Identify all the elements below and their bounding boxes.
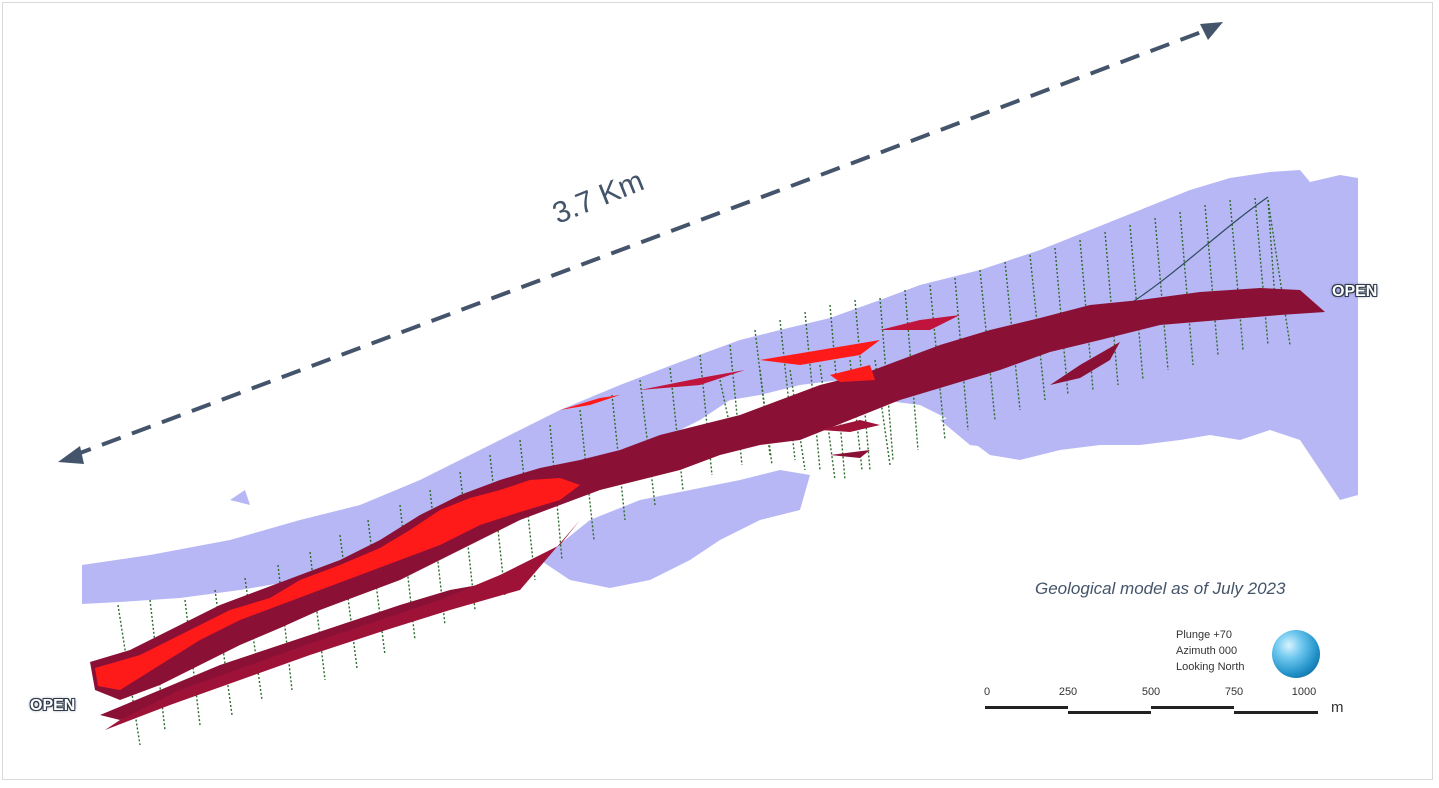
plunge-text: Plunge +70 [1176, 629, 1232, 641]
looking-text: Looking North [1176, 661, 1245, 673]
distance-line [71, 26, 1213, 458]
azimuth-text: Azimuth 000 [1176, 645, 1238, 657]
scale-tick-label: 500 [1141, 686, 1161, 698]
scale-segment [985, 706, 1068, 709]
ore-body [90, 288, 1325, 730]
scale-segment [1151, 706, 1234, 709]
scale-segment [1234, 711, 1318, 714]
curved-drillhole [1119, 196, 1269, 311]
arrowhead-right-icon [1200, 22, 1223, 40]
view-orientation: Plunge +70 Azimuth 000 Looking North [1176, 627, 1245, 675]
scale-unit: m [1331, 699, 1344, 716]
ground-surface [82, 170, 1358, 604]
scale-bar: 0 250 500 750 1000 m [980, 686, 1360, 726]
distance-arrow [58, 22, 1223, 464]
open-label-left: OPEN [30, 697, 76, 714]
scale-tick-label: 750 [1224, 686, 1244, 698]
model-caption: Geological model as of July 2023 [1035, 579, 1286, 598]
globe-icon [1272, 630, 1320, 678]
scale-tick-label: 1000 [1291, 686, 1317, 698]
scale-tick-label: 0 [983, 686, 991, 698]
open-label-right: OPEN [1332, 283, 1378, 300]
arrowhead-left-icon [58, 446, 84, 464]
scale-tick-label: 250 [1058, 686, 1078, 698]
scale-segment [1068, 711, 1151, 714]
